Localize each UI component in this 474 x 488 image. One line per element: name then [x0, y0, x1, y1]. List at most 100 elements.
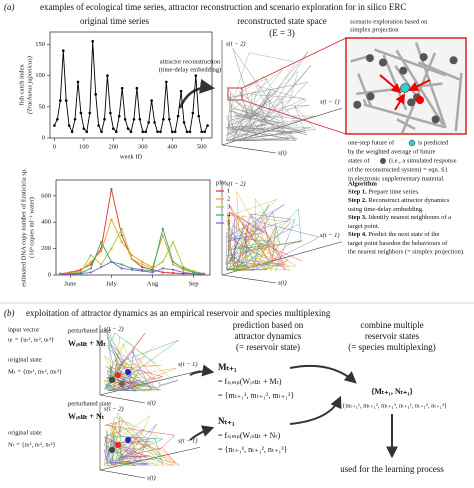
axis-line	[99, 469, 146, 479]
plot-frame	[55, 179, 211, 276]
state-dot	[119, 381, 125, 387]
step-number: Step 2.	[348, 197, 367, 204]
step-text: Identify nearest neighbours of a	[367, 214, 451, 221]
point	[100, 250, 103, 253]
point	[182, 271, 185, 274]
point	[170, 130, 174, 134]
point	[70, 130, 74, 134]
trajectory	[104, 330, 179, 392]
heading: combine multiple	[360, 320, 423, 330]
neighbor-dot	[399, 66, 408, 75]
trajectory	[104, 336, 176, 392]
x-axis-label: week ID	[120, 153, 143, 160]
point	[117, 114, 121, 118]
point	[109, 111, 112, 115]
point	[129, 130, 133, 134]
y-axis-label: fish catch index	[18, 64, 25, 106]
target-dot	[408, 139, 416, 147]
point	[79, 111, 83, 115]
point	[130, 268, 134, 271]
note: of the reconstructed system) = eqn. S1	[348, 166, 448, 173]
x-tick-label: Aug	[147, 280, 159, 287]
x-tick-label: 100	[79, 143, 89, 150]
equation: = fₛᵢₘₚ(Wᵢₙuₜ + Nₜ)	[218, 431, 281, 440]
point	[110, 260, 113, 263]
y-tick-label: 0	[48, 271, 51, 278]
projection-arrow	[394, 93, 406, 111]
trajectory	[417, 61, 461, 81]
point	[138, 117, 142, 121]
trajectory	[105, 336, 179, 392]
point	[126, 127, 130, 130]
point	[110, 247, 113, 250]
point	[120, 263, 123, 266]
point	[114, 130, 118, 134]
point	[185, 130, 189, 134]
point	[120, 227, 123, 230]
point	[171, 240, 175, 244]
point	[110, 218, 113, 221]
x-tick-label: Sep	[189, 280, 199, 287]
point	[156, 130, 159, 134]
y-tick-label: 100	[35, 72, 45, 79]
point	[112, 127, 115, 130]
axis-line	[221, 274, 277, 284]
note: scenario exploration based on	[350, 18, 428, 25]
label: perturbated state	[68, 327, 111, 334]
arrow	[189, 425, 215, 441]
algorithm-step: Step 4. Predict the next state of the	[348, 231, 439, 238]
point	[165, 80, 168, 84]
point	[110, 188, 113, 191]
label: Nₜ = {nₜ¹, nₜ², nₜ³}	[8, 441, 56, 448]
trajectory	[104, 423, 158, 466]
algorithm-step: the nearest neighbors (= simplex project…	[348, 248, 465, 255]
trajectory	[225, 52, 315, 142]
attractor: s(t − 2) s(t − 1) s(t)	[221, 180, 343, 286]
point	[150, 99, 153, 102]
state-dot	[115, 372, 121, 378]
algorithm-step: target point.	[348, 223, 380, 230]
heading: used for the learning process	[340, 464, 444, 474]
y-tick-label: 150	[35, 41, 45, 48]
axis-label: s(t − 2)	[226, 40, 246, 47]
label: input vector	[8, 326, 40, 333]
point	[182, 121, 186, 124]
attractor: s(t − 2) s(t − 1) s(t)	[221, 40, 343, 156]
point	[173, 130, 177, 134]
x-tick-label: 500	[197, 143, 207, 150]
trajectory	[454, 72, 463, 132]
point	[73, 117, 77, 121]
point	[88, 111, 92, 115]
point	[130, 254, 134, 257]
point	[89, 271, 93, 274]
point	[67, 124, 71, 127]
neighbor-dot	[380, 158, 386, 164]
trajectory	[401, 52, 437, 134]
trajectory	[104, 416, 164, 467]
target-dot	[400, 83, 410, 93]
point	[153, 121, 156, 124]
x-tick-label: June	[64, 280, 76, 287]
axis-label: s(t)	[278, 279, 287, 286]
y-tick-label: 50	[39, 103, 46, 110]
point	[171, 271, 175, 275]
y-axis-label: (10³ copies ml⁻¹ water)	[28, 197, 35, 258]
trajectory	[225, 48, 317, 142]
trajectory	[357, 73, 373, 108]
x-tick-label: 300	[138, 143, 148, 150]
label: Wᵢₙuₜ + Mₜ	[68, 339, 107, 348]
zoom-line	[241, 37, 347, 89]
point	[203, 130, 206, 134]
point	[132, 117, 136, 121]
legend-label: 4	[227, 211, 231, 218]
y-tick-label: 400	[41, 219, 51, 226]
subtitle: reconstructed state space	[237, 16, 326, 26]
axis-line	[221, 144, 277, 154]
point	[79, 272, 82, 275]
label: perturbated state	[68, 400, 111, 407]
arrow	[289, 395, 342, 425]
line	[60, 189, 204, 275]
point	[59, 99, 62, 102]
attractor: s(t − 2) s(t − 1) s(t)	[99, 405, 201, 481]
state-dot	[115, 442, 121, 448]
